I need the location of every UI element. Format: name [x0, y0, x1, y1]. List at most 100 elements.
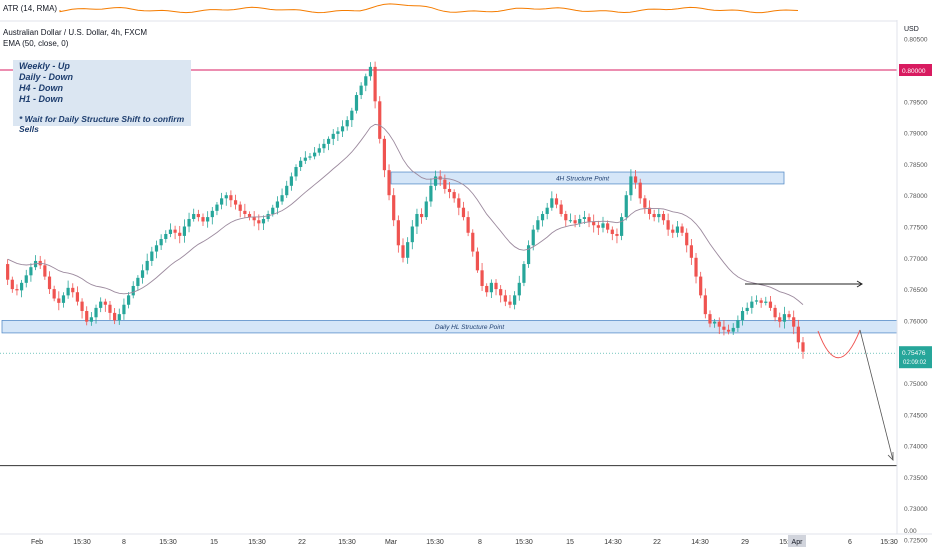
candle-body [610, 229, 614, 235]
resistance-price-tag-bg [899, 64, 932, 76]
candle-body [494, 282, 498, 290]
candle-body [685, 232, 689, 246]
y-tick-label: 0.73000 [904, 506, 928, 513]
candle-body [164, 234, 168, 240]
candle-body [99, 301, 103, 308]
candle-body [745, 307, 749, 312]
y-tick-label: 0.75000 [904, 381, 928, 388]
candle-body [671, 229, 675, 233]
candle-body [466, 217, 470, 233]
x-tick-label: 22 [653, 539, 661, 546]
candle-body [122, 304, 126, 315]
candle-body [359, 85, 363, 96]
candle-body [717, 321, 721, 327]
candle-body [657, 213, 661, 218]
candle-body [210, 210, 214, 218]
projection-curve [817, 329, 861, 359]
y-tick-label: 0.77000 [904, 256, 928, 263]
x-tick-label: 14:30 [604, 539, 622, 546]
candle-body [415, 213, 419, 227]
candle-body [461, 207, 466, 218]
candle-body [173, 229, 177, 233]
x-tick-label: 15:30 [880, 539, 898, 546]
candle-body [89, 317, 93, 322]
candle-body [689, 245, 693, 258]
candle-body [675, 226, 680, 233]
candle-body [773, 307, 777, 318]
candle-body [382, 138, 386, 171]
candle-body [787, 314, 791, 318]
candle-body [633, 176, 638, 183]
candle-body [606, 223, 610, 230]
candle-body [294, 167, 298, 177]
candle-body [540, 213, 545, 221]
candle-body [154, 245, 159, 252]
candle-body [643, 198, 647, 208]
candle-body [536, 220, 540, 230]
x-tick-label: 22 [298, 539, 306, 546]
candle-body [499, 289, 503, 296]
candle-body [764, 301, 768, 303]
candle-body [140, 270, 145, 278]
y-tick-label: 0.78000 [904, 193, 928, 200]
candle-body [457, 198, 461, 208]
note-line-h4: H4 - Down [19, 83, 63, 93]
y-tick-label: 0.74000 [904, 444, 928, 451]
candle-body [24, 275, 28, 283]
candle-body [475, 251, 480, 271]
candle-body [6, 264, 10, 280]
x-tick-label: 15 [566, 539, 574, 546]
candle-body [336, 131, 340, 134]
atr-indicator-label: ATR (14, RMA) [3, 4, 58, 13]
ema-line [7, 123, 804, 305]
candle-body [601, 223, 605, 228]
current-price-tag: 0.75476 [902, 350, 926, 357]
x-tick-label: Mar [385, 539, 398, 546]
candle-body [159, 239, 163, 246]
candle-body [410, 226, 414, 243]
candle-body [680, 226, 684, 233]
candle-body [126, 295, 131, 305]
structure-note: Weekly - Up Daily - Down H4 - Down H1 - … [13, 60, 191, 134]
candle-body [387, 170, 391, 196]
candle-body [392, 195, 396, 221]
candle-body [280, 195, 284, 202]
structure-zone [390, 171, 785, 185]
candle-body [471, 232, 475, 252]
x-tick-label: 15:30 [426, 539, 444, 546]
y-tick-label: 0.78500 [904, 162, 928, 169]
candle-body [513, 295, 517, 305]
candle-body [103, 301, 107, 305]
candle-body [522, 264, 526, 283]
candle-body [638, 182, 642, 199]
candle-body [229, 195, 233, 201]
candle-body [396, 220, 400, 246]
candle-body [326, 138, 331, 144]
candle-body [666, 220, 670, 230]
candle-body [713, 321, 717, 324]
candle-body [364, 76, 368, 86]
candle-body [150, 251, 154, 261]
candle-body [573, 220, 577, 224]
candle-body [196, 213, 200, 218]
candle-body [750, 301, 754, 308]
candle-body [778, 317, 782, 322]
candle-body [29, 267, 33, 276]
candle-body [373, 66, 377, 102]
note-line-h1: H1 - Down [19, 94, 63, 104]
candle-body [136, 277, 140, 286]
candle-body [289, 176, 293, 186]
candle-body [220, 198, 224, 205]
candle-body [71, 287, 75, 293]
projection-arrow [859, 329, 894, 461]
candle-body [224, 195, 228, 199]
candle-body [754, 300, 759, 302]
candle-body [354, 95, 359, 111]
candle-body [406, 242, 410, 258]
candle-body [568, 220, 573, 222]
candle-body [350, 110, 354, 121]
candle-body [559, 204, 563, 214]
candle-body [443, 179, 447, 189]
candle-body [731, 327, 735, 332]
